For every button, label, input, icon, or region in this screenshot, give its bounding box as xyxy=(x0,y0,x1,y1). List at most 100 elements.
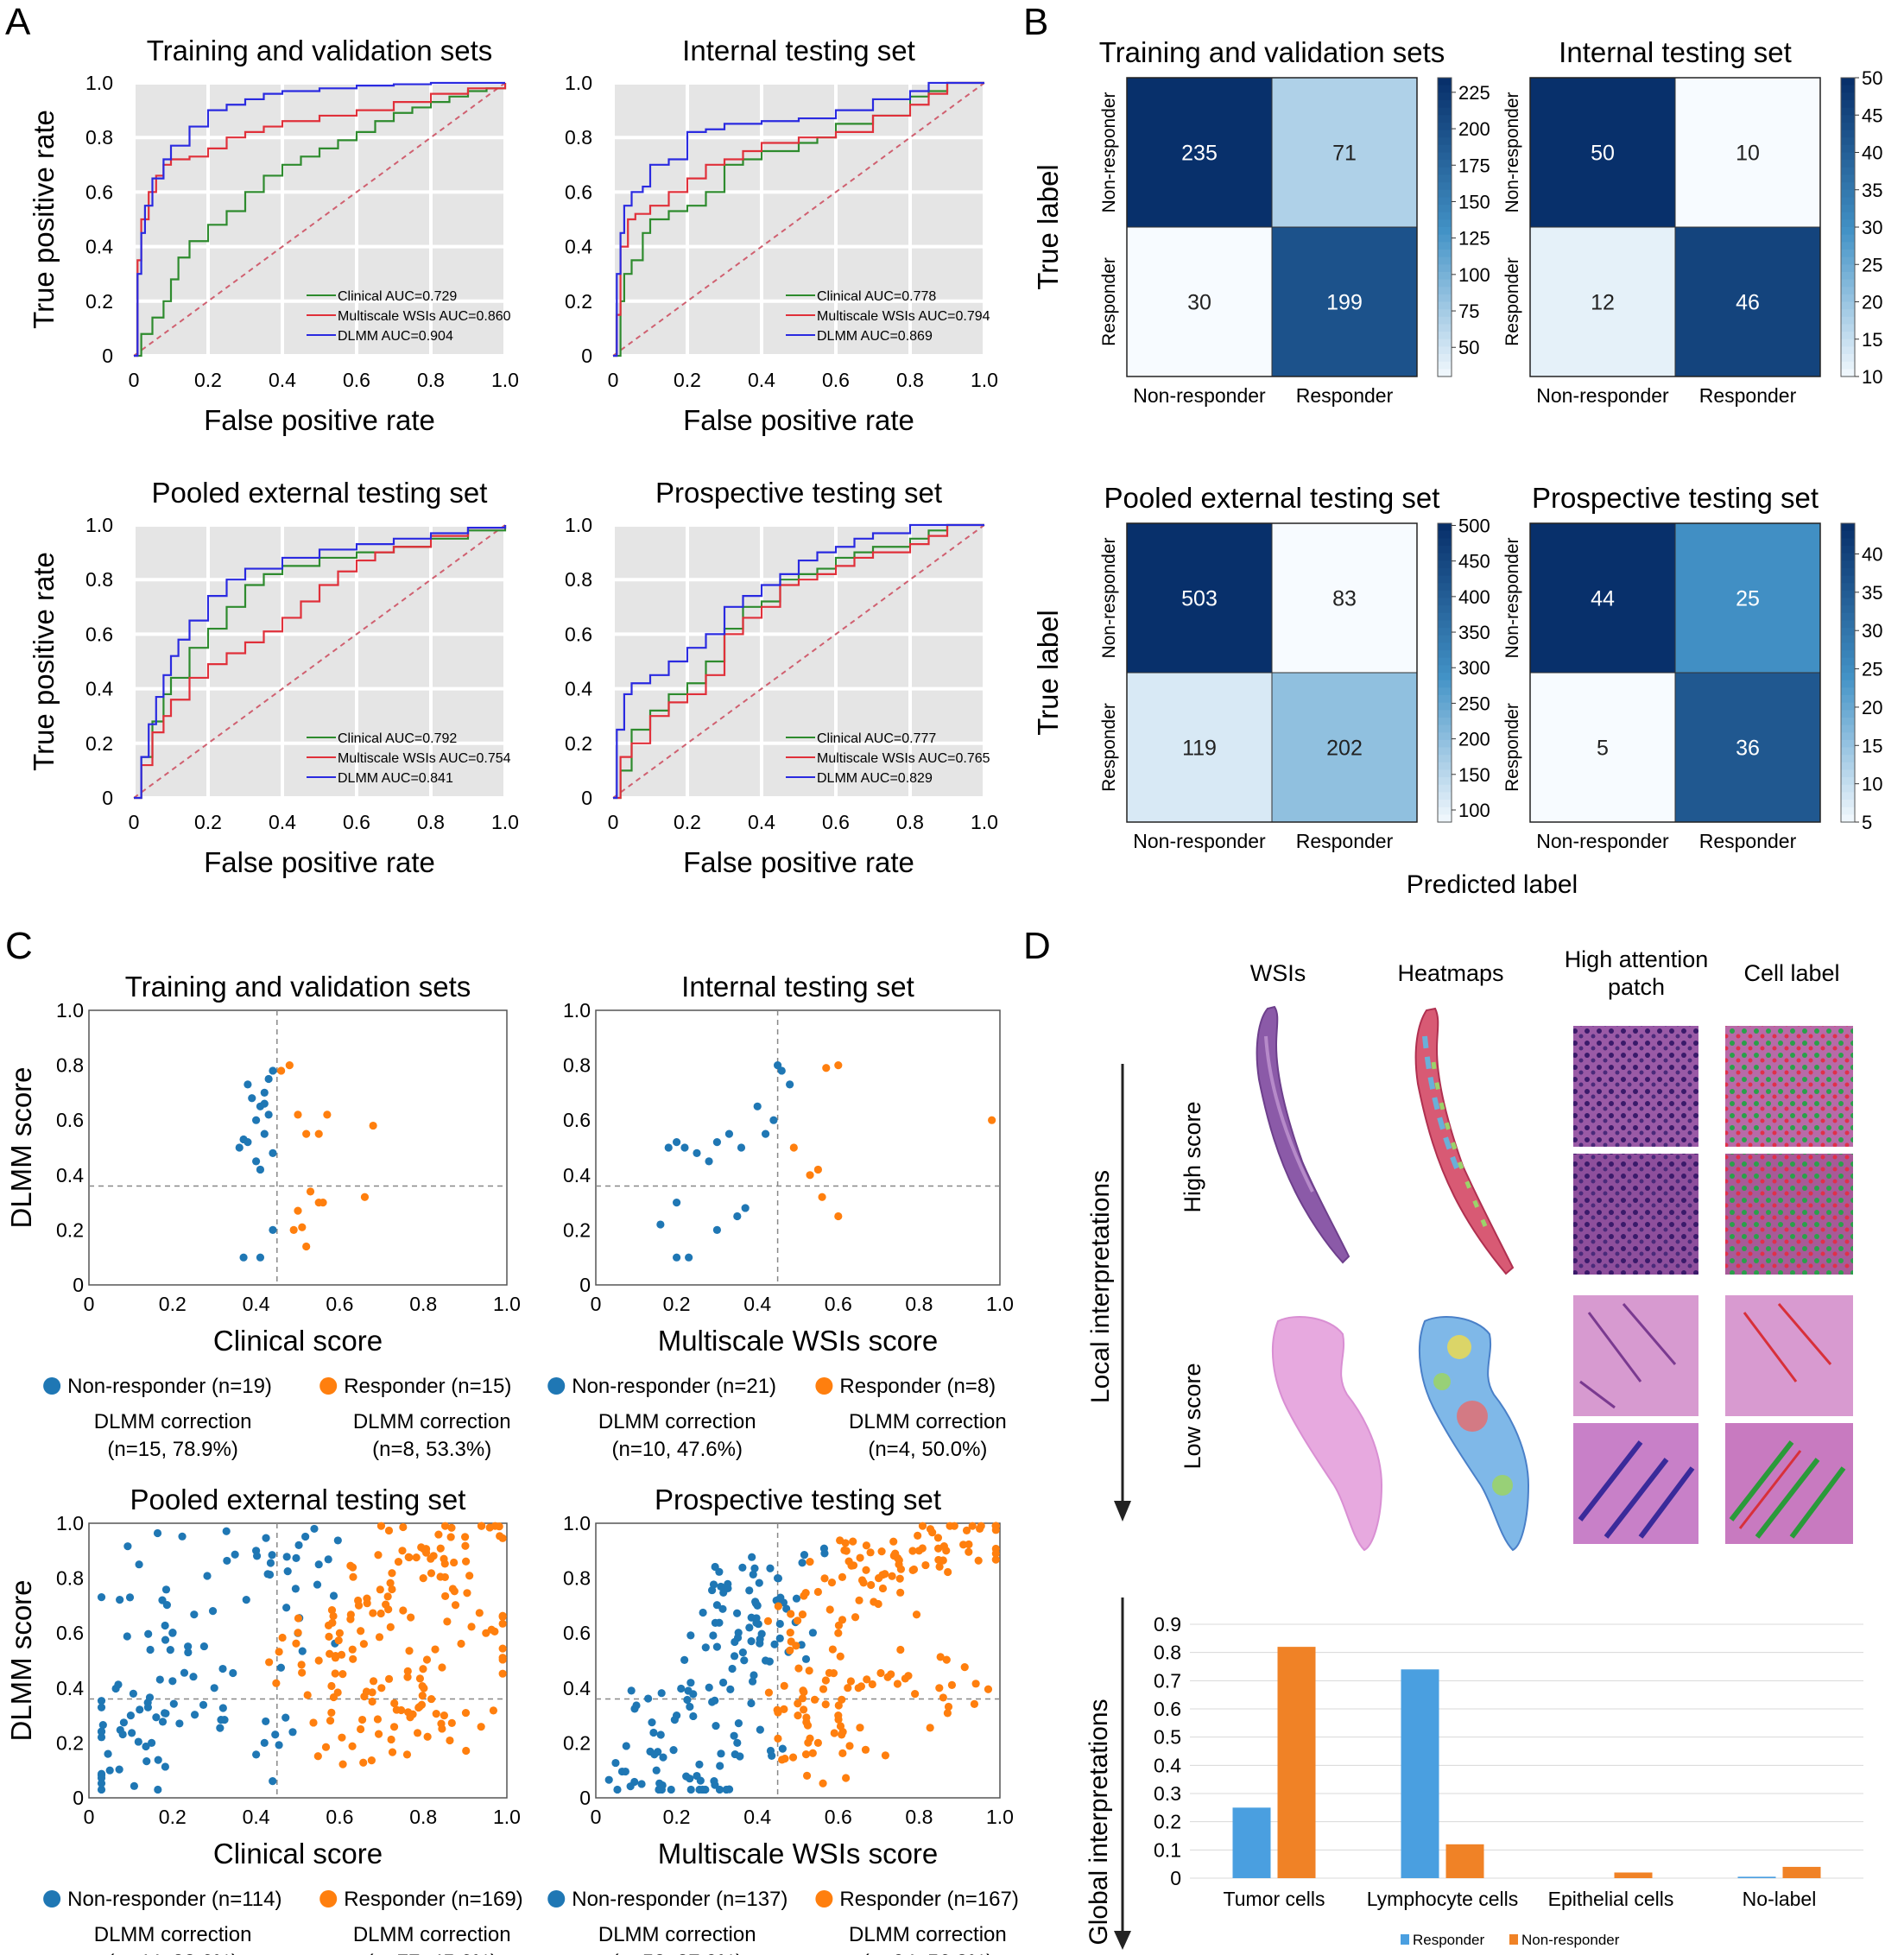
local-arrow-head xyxy=(1114,1501,1131,1522)
scatter-point xyxy=(313,1580,322,1589)
colorbar-step xyxy=(1841,167,1855,176)
scatter-point xyxy=(363,1594,371,1603)
x-tick-label: 0.4 xyxy=(748,811,775,833)
cell-label-patch-high-1 xyxy=(1725,1026,1853,1147)
matrix-cell xyxy=(1126,77,1273,228)
colorbar-step xyxy=(1438,219,1452,228)
scatter-point xyxy=(657,1689,666,1698)
scatter-point xyxy=(272,1679,281,1687)
scatter-point xyxy=(710,1777,718,1786)
scatter-point xyxy=(813,1165,823,1174)
legend-entry: Responder (n=167) xyxy=(839,1888,1018,1911)
bar-category-label: Lymphocyte cells xyxy=(1367,1888,1519,1910)
scatter-point xyxy=(126,1711,135,1720)
scatter-point xyxy=(329,1611,338,1621)
colorbar-tick-label: 175 xyxy=(1458,155,1490,176)
y-tick-label: 1.0 xyxy=(563,1512,591,1534)
scatter-point xyxy=(970,1699,979,1709)
scatter-point xyxy=(794,1711,802,1720)
colorbar-step xyxy=(1438,309,1452,318)
scatter-point xyxy=(939,1693,947,1702)
scatter-point xyxy=(223,1556,231,1566)
scatter-point xyxy=(774,1602,782,1610)
scatter-point xyxy=(386,1623,395,1631)
scatter-point xyxy=(271,1730,280,1739)
scatter-point xyxy=(836,1722,845,1730)
colorbar-step xyxy=(1841,137,1855,146)
matrix-cell-value: 83 xyxy=(1332,587,1357,611)
correction-line2: (n=77, 45.6%) xyxy=(366,1951,497,1955)
x-axis-title: Multiscale WSIs score xyxy=(658,1325,939,1357)
scatter-point xyxy=(333,1688,342,1697)
scatter-point xyxy=(914,1531,922,1540)
colorbar-step xyxy=(1438,271,1452,281)
matrix-cell-value: 503 xyxy=(1181,587,1218,611)
colorbar-step xyxy=(1438,523,1452,532)
scatter-point xyxy=(896,1588,905,1597)
scatter-point xyxy=(276,1663,286,1672)
scatter-point xyxy=(659,1753,667,1762)
column-header-high-attention-line2: patch xyxy=(1608,974,1665,1000)
scatter-point xyxy=(498,1644,507,1653)
wsi-high-score-image xyxy=(1256,1005,1351,1264)
y-tick-label: 1.0 xyxy=(56,1512,84,1534)
row-label-high-score: High score xyxy=(1180,1101,1205,1212)
matrix-border xyxy=(1126,522,1418,823)
scatter-point xyxy=(178,1532,187,1541)
colorbar-step xyxy=(1841,635,1855,644)
scatter-point xyxy=(944,1567,952,1577)
scatter-point xyxy=(326,1717,335,1725)
colorbar-step xyxy=(1841,264,1855,273)
scatter-point xyxy=(801,1750,811,1759)
bar-y-tick-label: 0.9 xyxy=(1154,1613,1181,1635)
scatter-point xyxy=(838,1749,847,1757)
scatter-point xyxy=(866,1548,875,1557)
scatter-point xyxy=(794,1664,803,1673)
row-label-low-score: Low score xyxy=(1180,1363,1205,1469)
colorbar-tick-label: 20 xyxy=(1862,292,1882,313)
y-tick-label: 0.2 xyxy=(565,290,592,313)
colorbar-step xyxy=(1438,673,1452,681)
panel-letter-c: C xyxy=(5,925,33,967)
colorbar-step xyxy=(1438,294,1452,303)
scatter-point xyxy=(799,1686,807,1695)
matrix-border xyxy=(1126,77,1418,377)
colorbar-step xyxy=(1841,279,1855,288)
scatter-point xyxy=(774,1574,783,1583)
scatter-point xyxy=(446,1533,455,1541)
scatter-point xyxy=(418,1691,427,1700)
bar-legend-entry: Non-responder xyxy=(1521,1932,1620,1948)
colorbar-step xyxy=(1841,189,1855,199)
colorbar-step xyxy=(1841,324,1855,333)
x-tick-label: 1.0 xyxy=(986,1293,1014,1315)
scatter-point xyxy=(412,1553,421,1562)
high-attention-patch-low-1 xyxy=(1573,1295,1698,1416)
scatter-point xyxy=(169,1699,178,1708)
x-tick-label: 1.0 xyxy=(971,369,998,391)
legend-entry: DLMM AUC=0.904 xyxy=(338,329,453,344)
colorbar-step xyxy=(1841,538,1855,547)
scatter-point xyxy=(942,1547,951,1555)
scatter-point xyxy=(446,1736,454,1745)
y-tick-label: 0.6 xyxy=(56,1109,84,1131)
wsi-low-score-image xyxy=(1271,1316,1383,1552)
colorbar-step xyxy=(1841,762,1855,771)
scatter-point xyxy=(189,1673,198,1681)
scatter-point xyxy=(738,1648,747,1657)
colorbar-step xyxy=(1841,197,1855,206)
scatter-point xyxy=(248,1094,256,1103)
scatter-point xyxy=(813,1738,823,1747)
predicted-label-axis-title: Predicted label xyxy=(1407,870,1578,899)
scatter-point xyxy=(244,1138,252,1147)
colorbar-step xyxy=(1841,814,1855,823)
x-tick-label: 0.4 xyxy=(243,1293,270,1315)
matrix-cell-value: 5 xyxy=(1597,737,1609,761)
scatter-point xyxy=(974,1556,983,1565)
scatter-point xyxy=(842,1547,851,1555)
y-tick-label: 0 xyxy=(579,1274,591,1296)
scatter-point xyxy=(190,1711,199,1719)
scatter-point xyxy=(693,1148,701,1157)
scatter-point xyxy=(765,1657,774,1666)
y-tick-label: 0.6 xyxy=(563,1109,591,1131)
scatter-point xyxy=(252,1116,261,1124)
